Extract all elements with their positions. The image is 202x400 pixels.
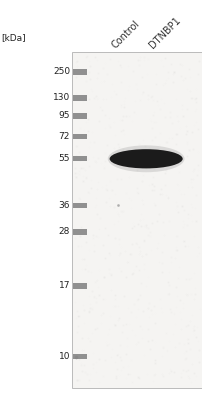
Bar [73,114,87,119]
Bar [73,95,87,100]
Text: 28: 28 [58,228,70,236]
Bar [73,70,87,74]
Ellipse shape [107,145,184,172]
Text: DTNBP1: DTNBP1 [146,15,181,50]
Ellipse shape [109,149,182,168]
Bar [73,230,87,234]
Text: [kDa]: [kDa] [1,33,25,42]
Bar [73,354,87,359]
Text: 10: 10 [58,352,70,361]
Text: 250: 250 [53,68,70,76]
Text: 95: 95 [58,112,70,120]
Bar [73,134,87,139]
Text: 55: 55 [58,154,70,163]
Text: 130: 130 [53,94,70,102]
Bar [72,52,201,388]
Bar [73,283,87,289]
Bar [73,202,87,208]
Bar [73,156,87,161]
Text: 36: 36 [58,201,70,210]
Text: 72: 72 [58,132,70,141]
Text: Control: Control [109,18,141,50]
Text: 17: 17 [58,282,70,290]
